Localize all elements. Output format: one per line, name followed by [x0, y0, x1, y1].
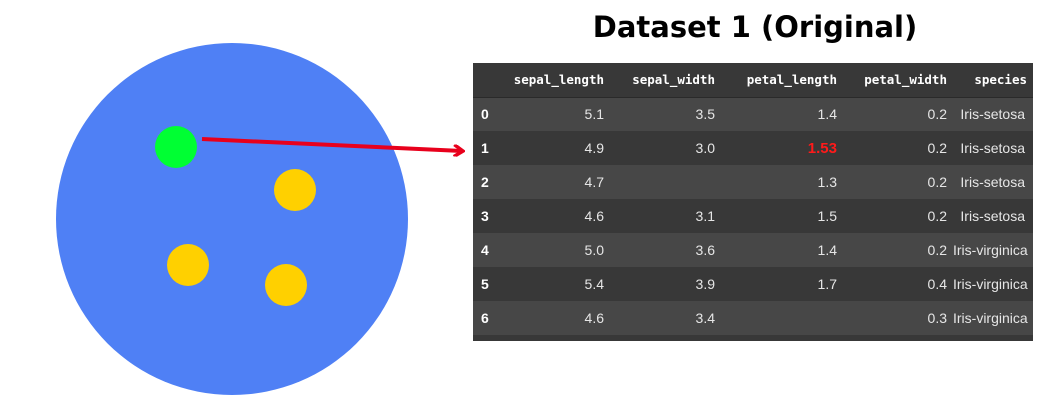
cell-species: Iris-virginica: [953, 301, 1033, 335]
cell-petal-width: 0.2: [843, 97, 953, 131]
cell-species: Iris-setosa: [953, 97, 1033, 131]
cell-species: Iris-setosa: [953, 165, 1033, 199]
cell-species: Iris-setosa: [953, 199, 1033, 233]
cell-sepal-length: 4.6: [503, 301, 610, 335]
cell-petal-length: 1.5: [721, 199, 843, 233]
highlighted-value: 1.53: [807, 139, 837, 157]
cell-petal-length: 1.4: [721, 97, 843, 131]
row-index: 2: [473, 165, 503, 199]
cell-petal-width: 0.4: [843, 267, 953, 301]
cell-sepal-width: 3.9: [610, 267, 721, 301]
table-row: 5 5.4 3.9 1.7 0.4 Iris-virginica: [473, 267, 1033, 301]
cell-sepal-length: 5.0: [503, 233, 610, 267]
cell-sepal-width: 3.0: [610, 131, 721, 165]
cell-sepal-length: 5.4: [503, 267, 610, 301]
cell-species: Iris-virginica: [953, 233, 1033, 267]
cell-sepal-length: 5.1: [503, 97, 610, 131]
table-row: 1 4.9 3.0 1.53 0.2 Iris-setosa: [473, 131, 1033, 165]
cell-sepal-length: 4.7: [503, 165, 610, 199]
table-row: 6 4.6 3.4 0.3 Iris-virginica: [473, 301, 1033, 335]
table-row: 3 4.6 3.1 1.5 0.2 Iris-setosa: [473, 199, 1033, 233]
cell-sepal-length: 4.6: [503, 199, 610, 233]
table-header-row: sepal_length sepal_width petal_length pe…: [473, 63, 1033, 98]
cell-sepal-width: 3.1: [610, 199, 721, 233]
cell-petal-length: 1.4: [721, 233, 843, 267]
cell-petal-width: 0.3: [843, 301, 953, 335]
column-header-species: species: [953, 63, 1033, 98]
column-header-petal-length: petal_length: [721, 63, 843, 98]
cell-petal-length: [721, 301, 843, 335]
cell-petal-length-highlighted: 1.53: [721, 131, 843, 165]
row-index: 5: [473, 267, 503, 301]
column-header-petal-width: petal_width: [843, 63, 953, 98]
cell-sepal-width: 3.6: [610, 233, 721, 267]
row-index: 0: [473, 97, 503, 131]
cell-petal-width: 0.2: [843, 165, 953, 199]
cell-sepal-width: 3.5: [610, 97, 721, 131]
column-header-index: [473, 63, 503, 98]
cell-sepal-width: [610, 165, 721, 199]
cell-sepal-width: 3.4: [610, 301, 721, 335]
cell-species: Iris-virginica: [953, 267, 1033, 301]
row-index: 1: [473, 131, 503, 165]
cell-petal-width: 0.2: [843, 233, 953, 267]
data-point-dot: [167, 244, 209, 286]
cell-species: Iris-setosa: [953, 131, 1033, 165]
dataframe-table-container: sepal_length sepal_width petal_length pe…: [473, 63, 1033, 341]
column-header-sepal-width: sepal_width: [610, 63, 721, 98]
row-index: 3: [473, 199, 503, 233]
column-header-sepal-length: sepal_length: [503, 63, 610, 98]
table-row: 2 4.7 1.3 0.2 Iris-setosa: [473, 165, 1033, 199]
row-index: 4: [473, 233, 503, 267]
table-row: 4 5.0 3.6 1.4 0.2 Iris-virginica: [473, 233, 1033, 267]
cell-petal-length: 1.3: [721, 165, 843, 199]
cell-petal-width: 0.2: [843, 199, 953, 233]
cell-petal-length: 1.7: [721, 267, 843, 301]
dataset-title: Dataset 1 (Original): [592, 10, 918, 44]
data-point-dot: [265, 264, 307, 306]
dataset-circle: [56, 43, 408, 395]
row-index: 6: [473, 301, 503, 335]
highlighted-data-point-dot: [155, 126, 197, 168]
data-point-dot: [274, 169, 316, 211]
pointer-arrow: [201, 137, 462, 151]
cell-petal-width: 0.2: [843, 131, 953, 165]
cell-sepal-length: 4.9: [503, 131, 610, 165]
table-row: 0 5.1 3.5 1.4 0.2 Iris-setosa: [473, 97, 1033, 131]
dataframe-table: sepal_length sepal_width petal_length pe…: [473, 63, 1033, 335]
